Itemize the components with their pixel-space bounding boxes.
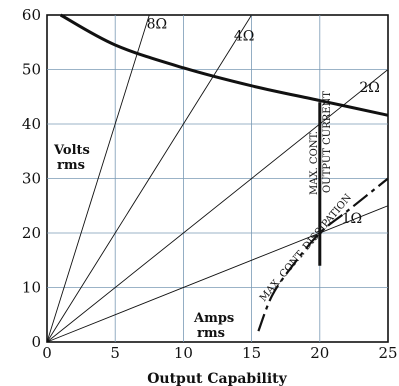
volts-unit-label: rms — [57, 158, 85, 173]
series-label: 1Ω — [342, 211, 363, 227]
amps-label: Amps — [193, 311, 234, 326]
x-tick-label: 20 — [310, 344, 329, 362]
x-tick-label: 0 — [42, 344, 52, 362]
x-tick-label: 15 — [242, 344, 261, 362]
load-line-2 — [46, 14, 252, 343]
series-label: 2Ω — [359, 80, 380, 96]
y-tick-label: 0 — [31, 333, 41, 351]
load-line-1 — [46, 14, 150, 343]
max-current-label-2: OUTPUT CURRENT — [322, 91, 333, 193]
limit-curve-5 — [59, 13, 389, 117]
y-tick-label: 30 — [22, 170, 41, 188]
x-tick-label: 10 — [174, 344, 193, 362]
amps-unit-label: rms — [197, 326, 225, 341]
series-group: 8Ω 4Ω 2Ω 1Ω — [46, 13, 389, 343]
volts-label: Volts — [53, 143, 90, 158]
series-label: 4Ω — [234, 29, 255, 45]
y-tick-label: 60 — [22, 6, 41, 24]
x-tick-label: 25 — [378, 344, 397, 362]
x-tick-label: 5 — [110, 344, 120, 362]
x-axis-label: Output Capability — [147, 371, 287, 386]
load-line-3 — [46, 69, 389, 343]
y-tick-label: 10 — [22, 279, 41, 297]
tick-labels: 0 5 10 15 20 25 0 10 20 30 40 50 60 — [22, 6, 398, 362]
y-tick-label: 40 — [22, 115, 41, 133]
y-tick-label: 50 — [22, 61, 41, 79]
max-current-label: MAX. CONT. — [309, 131, 320, 195]
series-label: 8Ω — [147, 17, 168, 33]
y-tick-label: 20 — [22, 224, 41, 242]
dissipation-limit-curve — [257, 177, 389, 332]
load-line-4 — [46, 205, 389, 343]
